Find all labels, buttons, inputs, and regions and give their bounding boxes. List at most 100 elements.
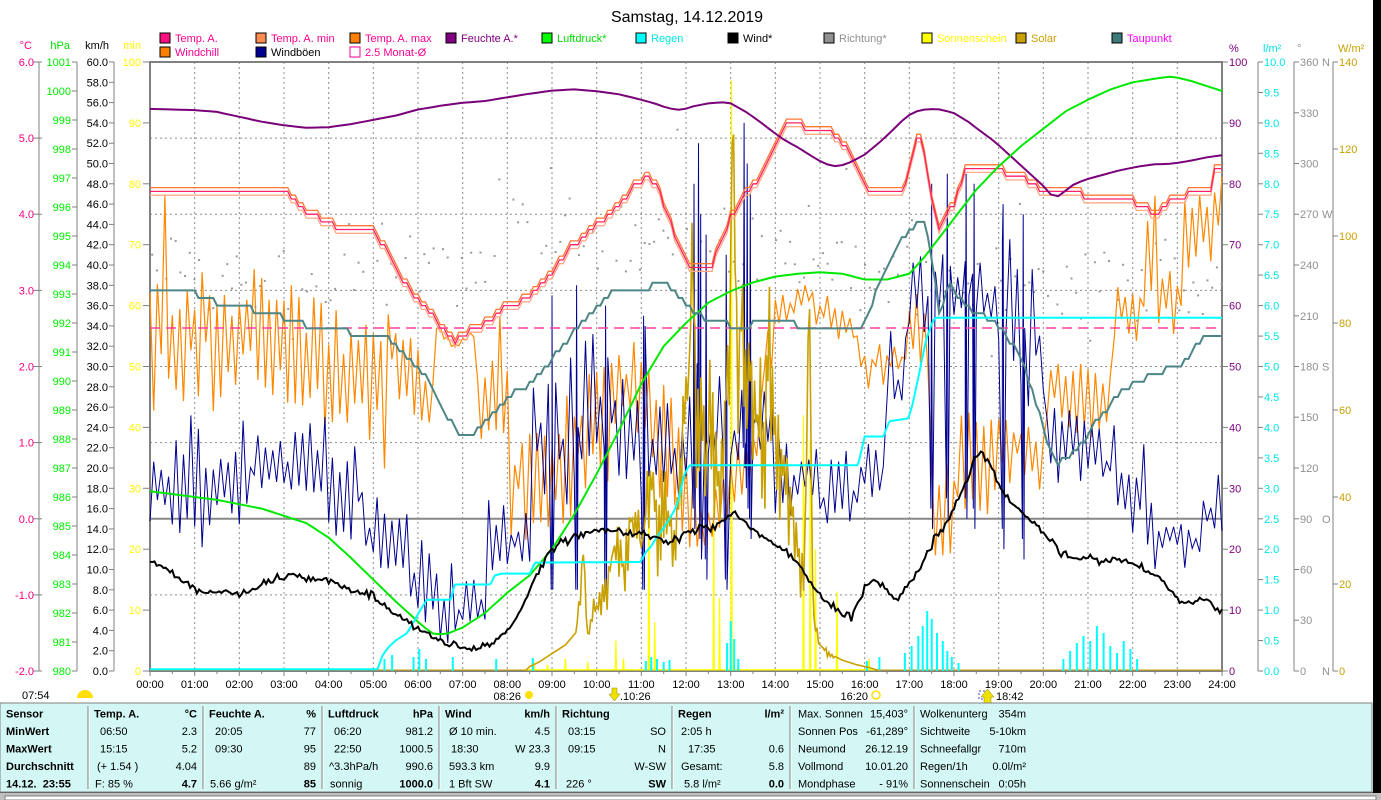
svg-text:Sonnenschein: Sonnenschein [937,33,1007,45]
svg-text:^3.3hPa/h: ^3.3hPa/h [329,761,378,773]
svg-text:270: 270 [1300,209,1318,221]
svg-text:00:00: 00:00 [136,679,164,691]
svg-text:40: 40 [1339,492,1351,504]
svg-text:240: 240 [1300,260,1318,272]
svg-text:0.0: 0.0 [769,779,784,791]
svg-text:80: 80 [129,179,141,191]
svg-text:Durchschnitt: Durchschnitt [6,761,74,773]
svg-text:989: 989 [53,405,71,417]
svg-text:05:00: 05:00 [360,679,388,691]
svg-text:40.0: 40.0 [87,260,108,272]
svg-text:O: O [1322,514,1331,526]
svg-text:56.0: 56.0 [87,98,108,110]
svg-text:40: 40 [129,422,141,434]
svg-text:981: 981 [53,637,71,649]
svg-text:5.66 g/m²: 5.66 g/m² [210,779,257,791]
svg-text:6.0: 6.0 [19,57,34,69]
svg-text:36.0: 36.0 [87,301,108,313]
svg-text:1.5: 1.5 [1264,575,1279,587]
svg-text:15,403°: 15,403° [870,709,908,721]
svg-text:60: 60 [1300,565,1312,577]
svg-text:60: 60 [1339,405,1351,417]
svg-text:min: min [123,40,141,52]
svg-text:52.0: 52.0 [87,138,108,150]
svg-text:08:00: 08:00 [494,679,522,691]
svg-text:3.5: 3.5 [1264,453,1279,465]
svg-text:226 °: 226 ° [566,779,592,791]
svg-text:Temp. A.: Temp. A. [94,709,139,721]
svg-text:18:42: 18:42 [996,691,1024,703]
svg-text:996: 996 [53,202,71,214]
svg-text:km/h: km/h [85,40,109,52]
svg-text:984: 984 [53,550,71,562]
svg-text:120: 120 [1339,144,1357,156]
svg-text:18.0: 18.0 [87,483,108,495]
svg-text:9.9: 9.9 [535,761,550,773]
svg-text:Richtung: Richtung [562,709,610,721]
svg-text:80: 80 [1229,179,1241,191]
svg-text:8.5: 8.5 [1264,148,1279,160]
svg-text:982: 982 [53,608,71,620]
svg-text:MaxWert: MaxWert [6,744,52,756]
svg-text:5.0: 5.0 [19,133,34,145]
svg-text:13:00: 13:00 [717,679,745,691]
svg-text:1000.5: 1000.5 [399,744,433,756]
svg-text:44.0: 44.0 [87,219,108,231]
svg-text:8.0: 8.0 [93,585,108,597]
svg-text:Feuchte A.*: Feuchte A.* [461,33,519,45]
svg-text:988: 988 [53,434,71,446]
svg-text:Gesamt:: Gesamt: [681,761,723,773]
svg-text:07:54: 07:54 [22,690,50,702]
svg-text:593.3 km: 593.3 km [449,761,494,773]
svg-text:07:00: 07:00 [449,679,477,691]
svg-text:10:00: 10:00 [583,679,611,691]
svg-text:2.5: 2.5 [1264,514,1279,526]
svg-text:0: 0 [1300,666,1306,678]
svg-text:14:00: 14:00 [762,679,790,691]
svg-text:150: 150 [1300,412,1318,424]
svg-text:km/h: km/h [524,709,550,721]
svg-text:5.5: 5.5 [1264,331,1279,343]
svg-text:20: 20 [129,544,141,556]
svg-text:9.5: 9.5 [1264,88,1279,100]
svg-text:F: 85 %: F: 85 % [95,779,133,791]
svg-text:38.0: 38.0 [87,280,108,292]
svg-text:19:00: 19:00 [985,679,1013,691]
svg-text:%: % [1229,43,1239,55]
svg-text:995: 995 [53,231,71,243]
svg-text:Regen: Regen [678,709,712,721]
svg-text:210: 210 [1300,311,1318,323]
svg-text:03:00: 03:00 [270,679,298,691]
svg-text:23:00: 23:00 [1164,679,1192,691]
svg-text:5.2: 5.2 [182,744,197,756]
svg-text:90: 90 [1300,514,1312,526]
svg-text:03:15: 03:15 [568,726,596,738]
svg-text:W-SW: W-SW [634,761,666,773]
svg-text:Temp. A. min: Temp. A. min [271,33,335,45]
svg-text:994: 994 [53,260,71,272]
svg-text:- 91%: - 91% [879,779,908,791]
svg-text:.10:26: .10:26 [620,691,651,703]
svg-text:°C: °C [20,40,32,52]
svg-text:60: 60 [129,301,141,313]
svg-text:46.0: 46.0 [87,199,108,211]
svg-text:14.0: 14.0 [87,524,108,536]
svg-text:100: 100 [1339,231,1357,243]
svg-text:18:00: 18:00 [940,679,968,691]
svg-text:Neumond: Neumond [798,744,846,756]
svg-text:-1.0: -1.0 [15,590,34,602]
svg-text:2.3: 2.3 [182,726,197,738]
svg-text:20:00: 20:00 [1030,679,1058,691]
svg-text:980: 980 [53,666,71,678]
svg-text:50.0: 50.0 [87,159,108,171]
svg-text:3.0: 3.0 [1264,483,1279,495]
svg-text:1000: 1000 [47,86,71,98]
svg-text:°C: °C [185,709,197,721]
svg-text:95: 95 [304,744,316,756]
svg-text:-2.0: -2.0 [15,666,34,678]
svg-text:10.0: 10.0 [1264,57,1285,69]
svg-text:%: % [306,709,316,721]
svg-text:hPa: hPa [413,709,434,721]
svg-text:990.6: 990.6 [405,761,433,773]
svg-text:S: S [1322,362,1329,374]
